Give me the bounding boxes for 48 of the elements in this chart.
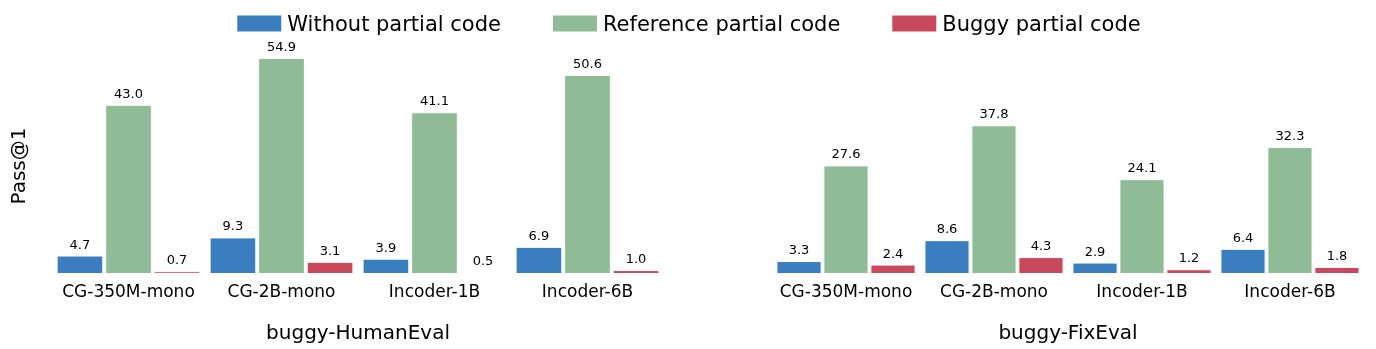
x-tick-label: Incoder-1B [1096, 280, 1188, 301]
data-label: 27.6 [831, 146, 861, 162]
data-label: 24.1 [1127, 160, 1157, 176]
bar [209, 237, 257, 274]
bar [362, 258, 410, 274]
x-tick-label: CG-350M-mono [62, 280, 195, 301]
x-tick-label: Incoder-1B [388, 280, 481, 301]
data-label: 3.9 [375, 239, 397, 255]
data-label: 6.9 [528, 227, 550, 243]
data-label: 0.7 [166, 252, 188, 268]
data-label: 41.1 [420, 93, 449, 109]
data-label: 4.3 [1030, 238, 1052, 254]
data-label: 3.3 [788, 242, 810, 258]
bar [564, 74, 611, 274]
x-axis-title: buggy-HumanEval [266, 320, 450, 344]
x-tick-label: CG-2B-mono [227, 280, 336, 301]
data-label: 2.9 [1084, 243, 1106, 259]
legend-label: Reference partial code [602, 11, 841, 36]
bar [105, 104, 152, 274]
data-label: 32.3 [1275, 127, 1305, 143]
x-tick-label: Incoder-6B [1244, 280, 1336, 301]
bar [306, 261, 354, 274]
x-tick-label: CG-2B-mono [940, 280, 1048, 301]
y-axis-title: Pass@1 [6, 127, 30, 205]
legend-label: Without partial code [287, 11, 501, 36]
data-label: 1.8 [1326, 247, 1348, 263]
data-label: 0.5 [472, 253, 494, 269]
bar [515, 246, 563, 274]
bar [258, 58, 305, 274]
data-label: 1.2 [1178, 250, 1200, 266]
data-label: 9.3 [222, 218, 244, 234]
data-label: 1.0 [625, 251, 647, 267]
data-label: 54.9 [267, 39, 296, 54]
data-label: 43.0 [114, 85, 143, 101]
data-label: 37.8 [979, 106, 1009, 122]
data-label: 3.1 [319, 242, 341, 258]
bar [612, 270, 660, 274]
data-label: 50.6 [573, 55, 602, 71]
data-label: 8.6 [936, 221, 958, 237]
x-tick-label: CG-350M-mono [779, 280, 913, 301]
data-label: 4.7 [69, 236, 91, 252]
data-label: 2.4 [882, 245, 904, 261]
bar [411, 112, 458, 274]
x-tick-label: Incoder-6B [541, 280, 634, 301]
data-label: 6.4 [1232, 229, 1254, 245]
bar [56, 255, 104, 274]
x-axis-title: buggy-FixEval [998, 320, 1138, 344]
legend-label: Buggy partial code [942, 11, 1141, 36]
